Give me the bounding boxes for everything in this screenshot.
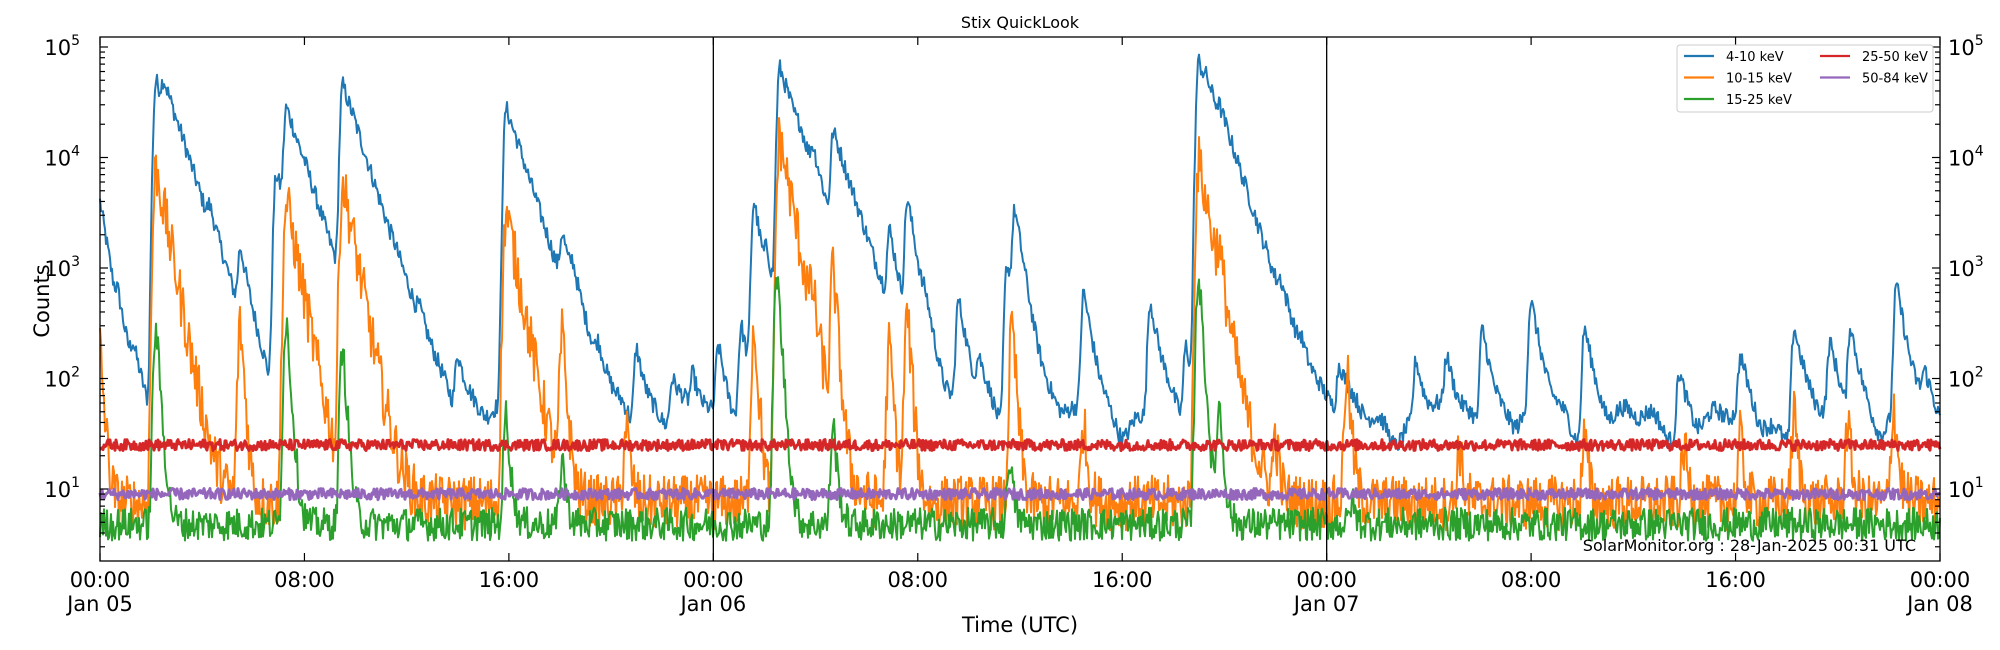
series-layer — [98, 53, 1942, 542]
day-boundary-lines — [712, 37, 1328, 561]
legend-label: 10-15 keV — [1726, 72, 1792, 87]
plot-background — [100, 37, 1940, 561]
legend-label: 50-84 keV — [1862, 72, 1928, 87]
x-tick-time-label: 00:00 — [683, 568, 744, 592]
y-tick-label: 102 — [44, 365, 80, 392]
y-tick-label: 105 — [44, 33, 80, 60]
legend-item: 15-25 keV — [1684, 93, 1792, 108]
series-line-4-10-kev — [99, 53, 1941, 451]
legend-item: 10-15 keV — [1684, 72, 1792, 87]
x-tick-time-label: 16:00 — [1092, 568, 1153, 592]
legend-item: 25-50 keV — [1820, 50, 1928, 65]
y-tick-label: 104 — [44, 144, 80, 171]
x-tick-date-label: Jan 08 — [1905, 592, 1973, 616]
chart-title: Stix QuickLook — [961, 13, 1080, 32]
x-tick-date-label: Jan 06 — [678, 592, 746, 616]
legend-label: 25-50 keV — [1862, 50, 1928, 65]
series-line-50-84-kev — [98, 487, 1942, 502]
x-tick-time-label: 08:00 — [1501, 568, 1562, 592]
x-tick-time-label: 16:00 — [479, 568, 540, 592]
y-tick-label: 101 — [1948, 475, 1984, 502]
y-tick-label: 105 — [1948, 33, 1984, 60]
series-line-25-50-kev — [99, 438, 1942, 453]
x-tick-date-label: Jan 05 — [65, 592, 133, 616]
y-tick-label: 104 — [1948, 144, 1984, 171]
x-axis-label: Time (UTC) — [961, 613, 1078, 637]
x-tick-date-label: Jan 07 — [1292, 592, 1360, 616]
x-tick-time-label: 00:00 — [1910, 568, 1971, 592]
x-tick-time-label: 08:00 — [274, 568, 335, 592]
legend-label: 15-25 keV — [1726, 93, 1792, 108]
legend: 4-10 keV 10-15 keV 15-25 keV 25-50 keV 50-84… — [1676, 44, 1934, 113]
legend-label: 4-10 keV — [1726, 50, 1784, 65]
y-axis-label: Counts — [30, 264, 54, 337]
x-tick-time-label: 00:00 — [1296, 568, 1357, 592]
x-tick-time-label: 00:00 — [70, 568, 131, 592]
legend-item: 50-84 keV — [1820, 72, 1928, 87]
series-line-15-25-kev — [99, 276, 1941, 542]
y-tick-label: 103 — [1948, 254, 1984, 281]
x-tick-time-label: 08:00 — [888, 568, 949, 592]
legend-item: 4-10 keV — [1684, 50, 1784, 65]
plot-frame — [99, 36, 1941, 562]
x-tick-time-label: 16:00 — [1705, 568, 1766, 592]
y-tick-label: 101 — [44, 475, 80, 502]
legend-box — [1676, 44, 1934, 113]
credit-annotation: SolarMonitor.org : 28-Jan-2025 00:31 UTC — [1583, 536, 1916, 555]
y-tick-label: 102 — [1948, 365, 1984, 392]
series-line-10-15-kev — [99, 117, 1941, 532]
